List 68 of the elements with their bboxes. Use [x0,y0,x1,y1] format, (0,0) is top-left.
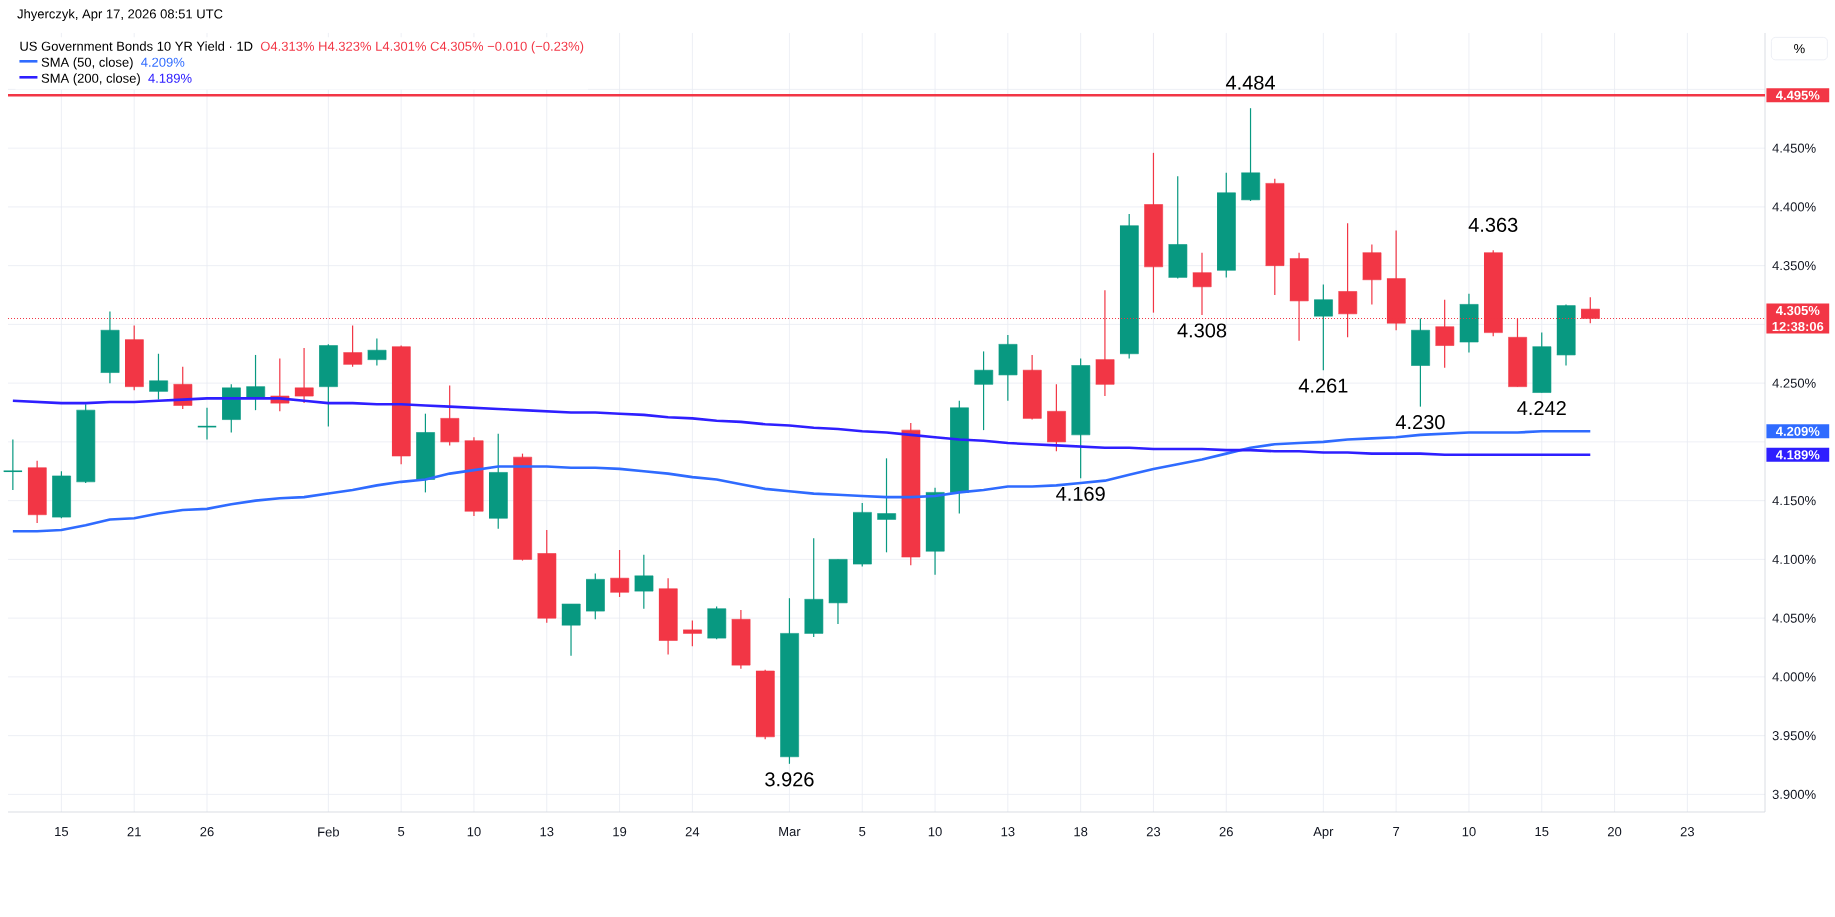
candlestick [196,407,218,441]
annotation: 4.189% [148,73,192,83]
x-tick-label: 5 [398,827,405,837]
x-tick-label: 10 [928,827,942,837]
candlestick [634,554,654,610]
x-tick-label: 10 [467,827,481,837]
annotation: 4.261 [1298,378,1348,393]
ref-line-label: 4.495% [1775,90,1820,100]
annotation: O4.313% H4.323% L4.301% C4.305% −0.010 (−0.23%) [260,41,584,54]
candlestick [561,603,581,657]
x-tick-label: 13 [1001,827,1015,837]
x-tick-label: 18 [1074,827,1088,837]
y-tick-label: 4.000% [1772,672,1816,682]
annotation: 3.926 [765,772,814,787]
x-tick-label: Feb [318,827,339,837]
text: Jhyerczyk, Apr 17, 2026 08:51 UTC [17,8,223,22]
text: 4.209% [1775,426,1820,436]
x-tick-label: 10 [1462,827,1476,837]
x-tick-label: 24 [685,827,700,837]
legend-label: SMA (50, close) [41,57,133,70]
x-tick-label: 7 [1393,827,1400,837]
annotation: 4.308 [1177,323,1227,338]
x-tick-label: Apr [1313,827,1334,839]
annotation: 4.484 [1225,75,1275,90]
y-tick-label: 4.100% [1772,554,1816,564]
annotation: 4.209% [141,57,185,67]
text: 4.189% [1775,450,1820,460]
y-tick-label: 4.050% [1772,613,1816,623]
y-tick-label: 4.350% [1772,261,1816,271]
annotation: 4.230 [1395,415,1445,430]
candlestick [2,438,23,491]
x-tick-label: 20 [1607,827,1622,837]
y-tick-label: 4.150% [1772,496,1816,506]
x-tick-label: 26 [200,827,214,837]
candlestick [682,619,702,647]
x-tick-label: 15 [1535,827,1549,837]
x-tick-label: 13 [540,827,554,837]
annotation: 4.169 [1056,486,1105,501]
candlestick [1313,283,1333,371]
candlestick [610,549,630,598]
candlestick [367,337,387,367]
x-tick-label: 5 [859,827,866,837]
candlestick [974,350,994,431]
y-tick-label: 3.900% [1772,789,1816,799]
candlestick [343,324,363,368]
ref-line-label: 4.305% 12:38:06 [1772,305,1824,332]
y-tick-label: 4.450% [1772,143,1816,153]
y-tick-label: 3.950% [1772,731,1816,741]
annotation: 4.242 [1517,400,1566,415]
x-tick-label: 15 [55,827,69,837]
legend-label: SMA (200, close) [41,73,140,86]
candlestick [294,347,314,404]
y-axis-title: % [1794,44,1805,54]
candlestick [876,457,897,553]
candlestick [440,384,460,447]
y-tick-label: 4.400% [1772,202,1816,212]
candlestick [1192,252,1212,316]
x-tick-label: 23 [1146,827,1161,837]
x-tick-label: 23 [1680,827,1694,837]
x-tick-label: Mar [779,827,801,837]
x-tick-label: 21 [127,827,141,837]
x-tick-label: 26 [1219,827,1233,837]
x-tick-label: 19 [613,827,627,837]
y-tick-label: 4.250% [1772,378,1816,388]
text: US Government Bonds 10 YR Yield · 1D [20,41,253,51]
candlestick [148,353,168,401]
candlestick [246,354,266,411]
annotation: 4.363 [1468,217,1518,232]
